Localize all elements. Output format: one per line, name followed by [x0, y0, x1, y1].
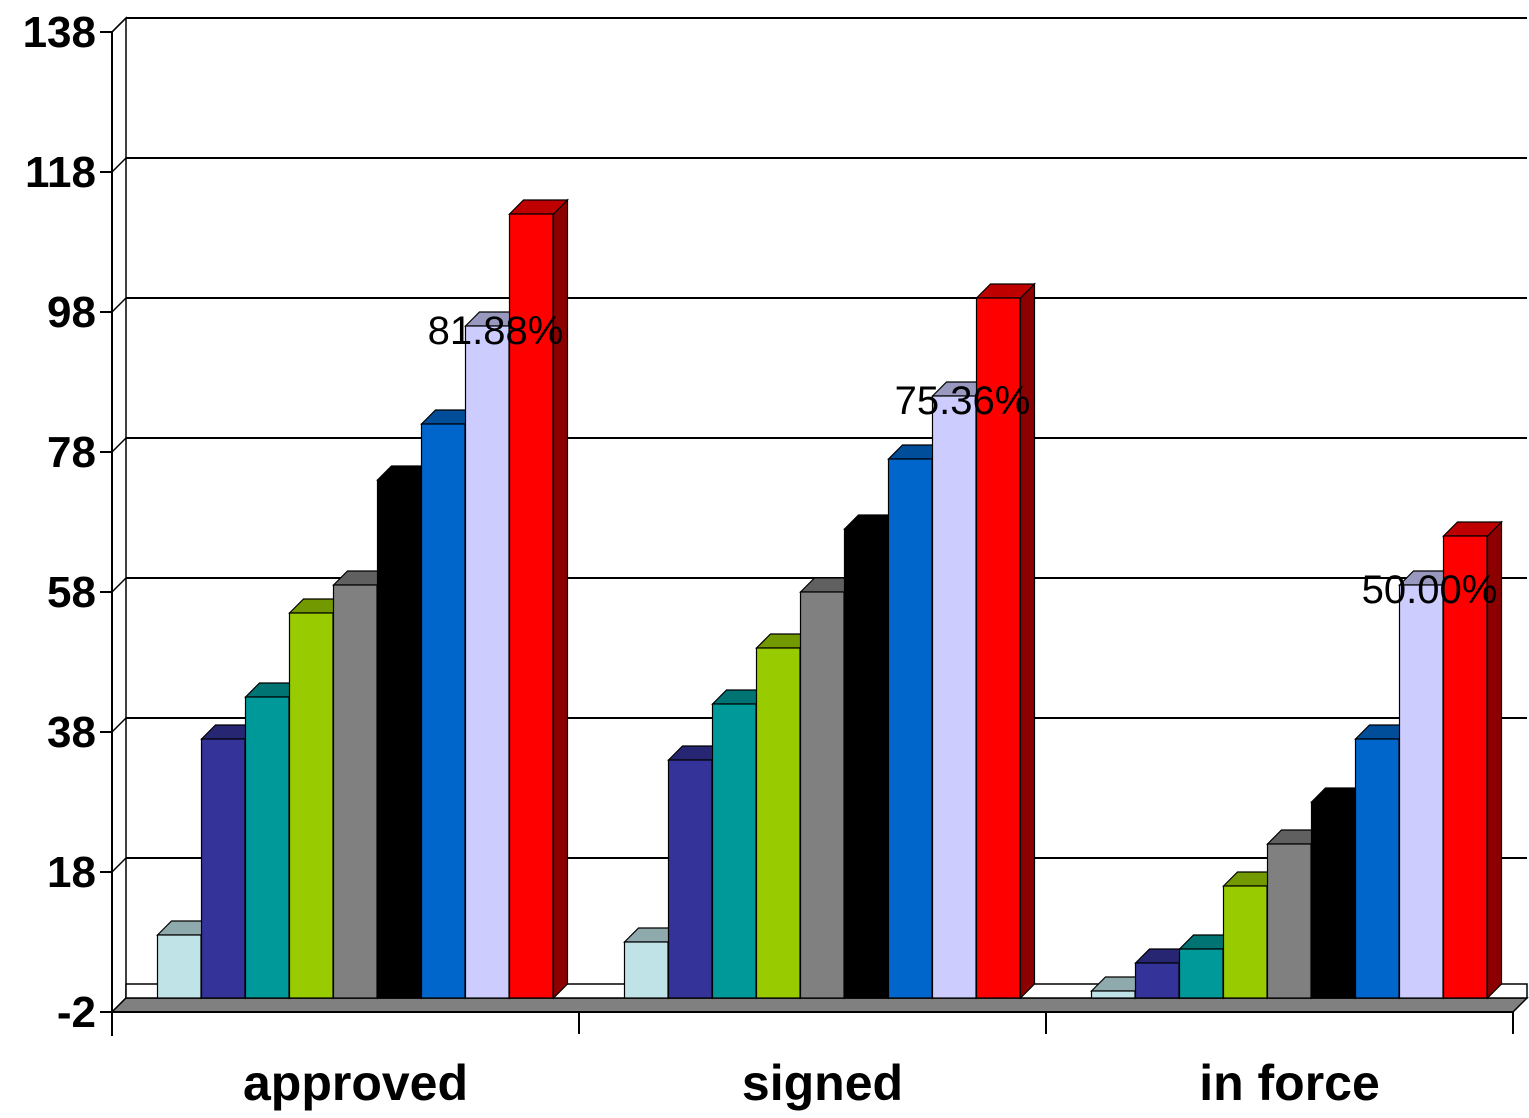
y-tick-label-6: 118 — [25, 148, 96, 197]
y-tick-label-4: 78 — [47, 428, 96, 477]
axes — [111, 32, 1514, 1036]
y-tick-label-2: 38 — [47, 708, 96, 757]
x-axis-labels: approved signed in force — [243, 1055, 1380, 1111]
side-gridline-4 — [111, 437, 127, 453]
side-gridline-7 — [111, 17, 127, 33]
side-gridline-6 — [111, 157, 127, 173]
data-labels: 81.88% 75.36% 50.00% — [428, 309, 1498, 612]
data-label-0: 81.88% — [428, 309, 564, 353]
side-gridline-3 — [111, 577, 127, 593]
side-wall — [111, 16, 127, 1014]
data-label-2: 50.00% — [1362, 568, 1498, 612]
side-gridline-2 — [111, 717, 127, 733]
bar-in-force-7 — [1354, 723, 1415, 1000]
floor-plane — [110, 997, 1529, 1013]
bars — [156, 198, 1503, 1000]
bar-signed-9 — [975, 282, 1036, 1000]
x-tick-label-in-force: in force — [1199, 1055, 1380, 1111]
bar-signed-6 — [843, 513, 904, 1000]
side-gridline-5 — [111, 297, 127, 313]
y-axis-ticks: -2 18 38 58 78 98 118 138 — [23, 8, 112, 1037]
y-tick-label-5: 98 — [47, 288, 96, 337]
y-tick-label-7: 138 — [23, 8, 96, 57]
chart-walls — [111, 16, 127, 1014]
bar-approved-9 — [508, 198, 569, 1000]
bar-in-force-9 — [1442, 520, 1503, 1000]
bar-in-force-2 — [1134, 947, 1195, 1000]
x-tick-label-approved: approved — [243, 1055, 468, 1111]
y-tick-label-0: -2 — [57, 988, 96, 1037]
side-gridline-1 — [111, 857, 127, 873]
x-tick-label-signed: signed — [742, 1055, 903, 1111]
y-tick-label-1: 18 — [47, 848, 96, 897]
y-tick-label-3: 58 — [47, 568, 96, 617]
data-label-1: 75.36% — [895, 379, 1031, 423]
